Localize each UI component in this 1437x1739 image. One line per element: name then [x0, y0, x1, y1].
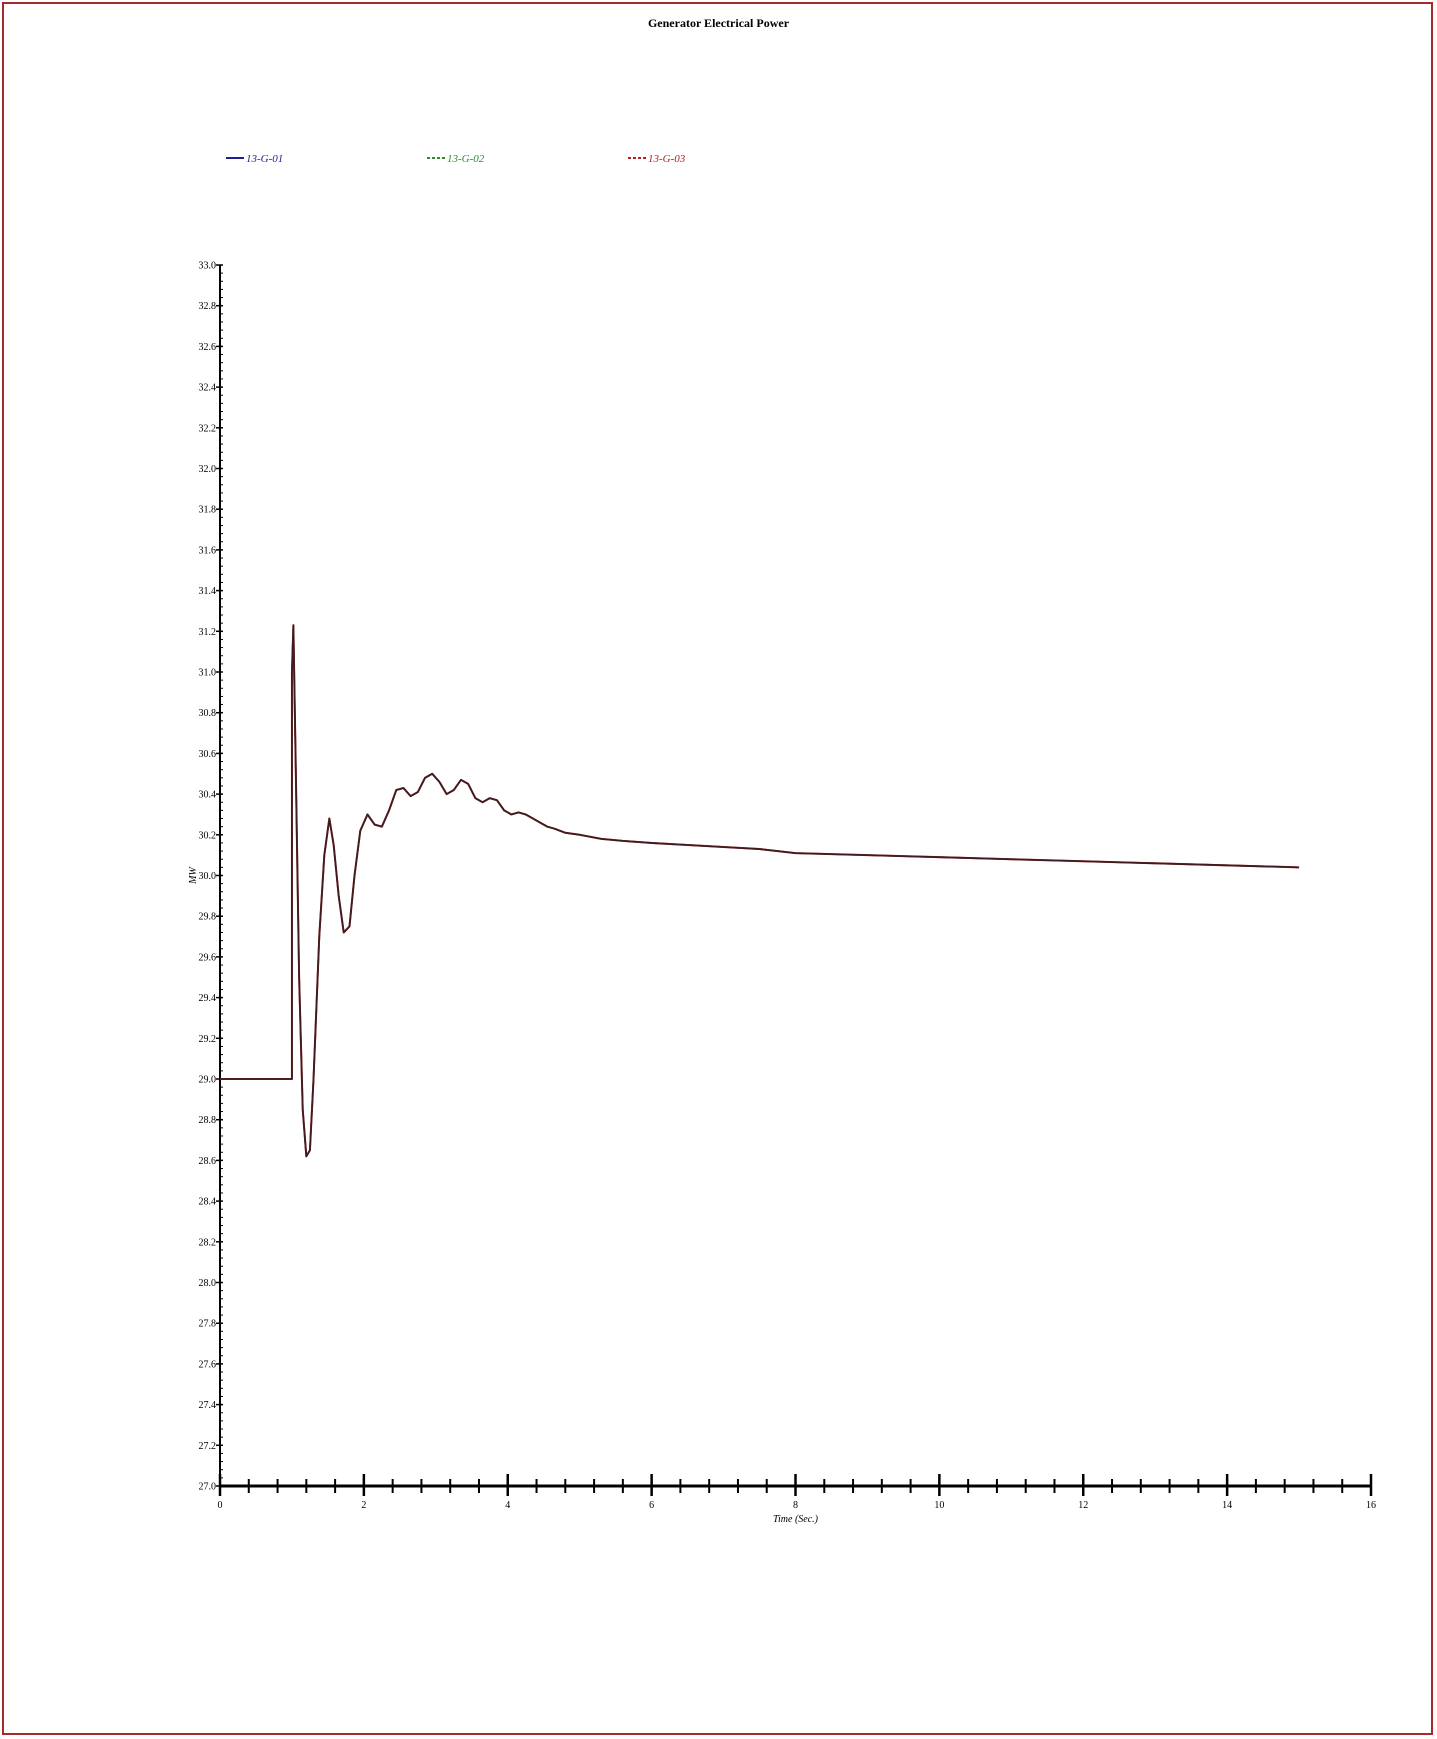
legend: 13-G-01 13-G-02 13-G-03 — [226, 153, 686, 165]
y-tick-label: 28.8 — [199, 1115, 217, 1126]
y-tick-label: 29.4 — [199, 993, 217, 1004]
y-tick-label: 29.2 — [199, 1034, 217, 1045]
x-tick-label: 4 — [505, 1500, 510, 1511]
y-tick-label: 32.2 — [199, 423, 217, 434]
y-tick-label: 31.6 — [199, 545, 217, 556]
y-tick-label: 29.8 — [199, 912, 217, 923]
y-tick-label: 27.4 — [199, 1400, 217, 1411]
y-tick-label: 33.0 — [199, 261, 217, 272]
x-tick-label: 8 — [793, 1500, 798, 1511]
x-tick-label: 0 — [218, 1500, 223, 1511]
legend-label: 13-G-02 — [447, 153, 485, 165]
y-tick-label: 28.2 — [199, 1237, 217, 1248]
x-axis: 0 2 4 6 8 10 12 14 16 — [218, 1474, 1376, 1511]
y-tick-label: 31.0 — [199, 668, 217, 679]
y-tick-label: 32.4 — [199, 383, 217, 394]
y-tick-label: 30.8 — [199, 708, 217, 719]
y-tick-label: 27.6 — [199, 1359, 217, 1370]
x-tick-label: 16 — [1366, 1500, 1376, 1511]
x-tick-label: 10 — [934, 1500, 944, 1511]
x-tick-label: 12 — [1078, 1500, 1088, 1511]
y-tick-label: 28.6 — [199, 1156, 217, 1167]
y-tick-label: 27.0 — [199, 1482, 217, 1493]
series-line-13-g-01 — [220, 624, 1300, 1158]
y-tick-label: 30.6 — [199, 749, 217, 760]
y-tick-label: 30.4 — [199, 790, 217, 801]
y-tick-label: 30.2 — [199, 830, 217, 841]
y-tick-label: 30.0 — [199, 871, 217, 882]
y-tick-label: 31.2 — [199, 627, 217, 638]
y-tick-label: 28.0 — [199, 1278, 217, 1289]
series-line-13-g-02 — [220, 624, 1300, 1158]
legend-label: 13-G-03 — [648, 153, 686, 165]
y-tick-label: 32.8 — [199, 301, 217, 312]
x-tick-label: 6 — [649, 1500, 654, 1511]
y-tick-label: 27.8 — [199, 1319, 217, 1330]
y-tick-label: 27.2 — [199, 1441, 217, 1452]
y-axis: 27.0 27.2 27.4 27.6 27.8 28.0 28.2 28.4 28.6 28.8… — [199, 261, 223, 1493]
series-layer — [220, 624, 1300, 1158]
y-axis-title: MW — [188, 866, 199, 885]
y-tick-label: 28.4 — [199, 1197, 217, 1208]
y-tick-label: 29.6 — [199, 952, 217, 963]
y-tick-label: 31.4 — [199, 586, 217, 597]
y-tick-label: 32.6 — [199, 342, 217, 353]
y-tick-label: 31.8 — [199, 505, 217, 516]
x-axis-title: Time (Sec.) — [773, 1514, 819, 1525]
x-tick-label: 2 — [361, 1500, 366, 1511]
chart-title: Generator Electrical Power — [647, 16, 790, 30]
y-tick-label: 32.0 — [199, 464, 217, 475]
series-line-13-g-03 — [220, 624, 1300, 1158]
y-tick-label: 29.0 — [199, 1075, 217, 1086]
legend-label: 13-G-01 — [246, 153, 283, 165]
x-tick-label: 14 — [1222, 1500, 1232, 1511]
